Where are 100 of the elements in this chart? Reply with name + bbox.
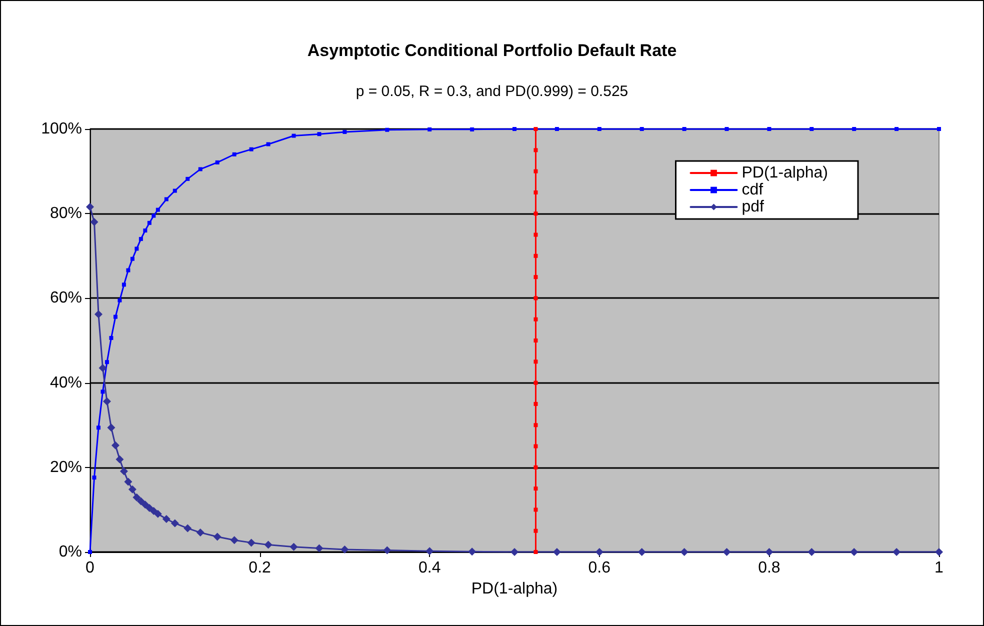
point xyxy=(470,127,474,132)
point xyxy=(124,478,132,486)
point xyxy=(554,127,559,131)
point xyxy=(96,426,100,430)
point xyxy=(534,254,538,258)
chart-subtitle: p = 0.05, R = 0.3, and PD(0.999) = 0.525 xyxy=(356,83,628,100)
point xyxy=(892,548,901,556)
point xyxy=(767,127,772,131)
point xyxy=(136,497,145,506)
point xyxy=(342,130,347,134)
point xyxy=(534,402,538,406)
x-tick-label: 0.2 xyxy=(248,560,272,576)
point xyxy=(230,536,238,544)
point xyxy=(534,127,538,131)
point xyxy=(141,500,150,509)
point xyxy=(937,127,941,131)
point xyxy=(680,548,688,556)
y-tick-label: 80% xyxy=(50,205,82,222)
point xyxy=(90,218,98,226)
point xyxy=(534,360,538,364)
point xyxy=(132,493,141,502)
point xyxy=(86,202,94,211)
point xyxy=(126,268,130,272)
point xyxy=(104,360,109,364)
legend-label: PD(1-alpha) xyxy=(742,164,828,182)
point xyxy=(808,548,816,556)
point xyxy=(534,212,538,216)
point xyxy=(510,548,518,556)
point xyxy=(118,298,122,302)
point xyxy=(120,467,128,476)
point xyxy=(156,208,160,212)
point xyxy=(894,127,899,131)
point xyxy=(317,132,322,136)
point xyxy=(512,127,516,131)
y-tick-label: 0% xyxy=(58,544,82,560)
x-axis-title: PD(1-alpha) xyxy=(471,580,558,598)
point xyxy=(232,152,236,156)
point xyxy=(682,127,686,131)
x-tick-label: 0.6 xyxy=(588,560,611,576)
point xyxy=(640,127,644,131)
point xyxy=(340,545,349,554)
point xyxy=(213,532,222,541)
point xyxy=(638,548,646,556)
point xyxy=(113,314,118,319)
point xyxy=(534,338,538,342)
point xyxy=(138,236,143,241)
point xyxy=(196,528,204,537)
point xyxy=(852,127,856,131)
point xyxy=(850,548,858,556)
point xyxy=(428,127,432,132)
point xyxy=(552,548,561,556)
point xyxy=(143,228,148,233)
point xyxy=(534,232,538,237)
x-tick-label: 0.4 xyxy=(418,560,441,576)
point xyxy=(597,127,602,131)
point xyxy=(385,128,390,132)
point xyxy=(107,424,116,432)
point xyxy=(94,310,102,318)
point xyxy=(154,510,162,518)
point xyxy=(249,147,254,152)
legend-label: pdf xyxy=(742,198,765,216)
x-tick-label: 0 xyxy=(86,560,95,576)
point xyxy=(426,547,434,556)
point xyxy=(534,169,538,174)
point xyxy=(724,127,729,131)
y-tick-label: 20% xyxy=(50,458,82,476)
point xyxy=(534,148,538,152)
point xyxy=(534,528,538,533)
point xyxy=(111,441,120,450)
point xyxy=(134,246,139,251)
chart-title: Asymptotic Conditional Portfolio Default Rate xyxy=(307,41,677,60)
point xyxy=(534,423,538,428)
point xyxy=(128,485,136,494)
point xyxy=(534,465,538,470)
point xyxy=(534,444,538,448)
point xyxy=(186,176,190,181)
point xyxy=(162,515,170,524)
point xyxy=(534,190,538,194)
y-tick-label: 60% xyxy=(50,290,82,307)
point xyxy=(98,364,107,372)
point xyxy=(198,167,202,172)
point xyxy=(145,504,154,512)
point xyxy=(468,548,476,556)
x-tick-label: 1 xyxy=(934,560,944,576)
point xyxy=(534,550,538,554)
point xyxy=(170,519,179,528)
point xyxy=(534,486,538,491)
point xyxy=(102,397,111,406)
point xyxy=(92,476,96,480)
point xyxy=(722,548,731,556)
y-tick-label: 40% xyxy=(50,374,82,392)
point xyxy=(100,390,105,394)
point xyxy=(765,548,774,556)
point xyxy=(215,160,220,164)
y-tick-label: 100% xyxy=(41,120,82,138)
point xyxy=(122,282,126,287)
point xyxy=(109,336,114,340)
point xyxy=(534,508,538,512)
point xyxy=(172,188,177,193)
point xyxy=(534,296,538,300)
